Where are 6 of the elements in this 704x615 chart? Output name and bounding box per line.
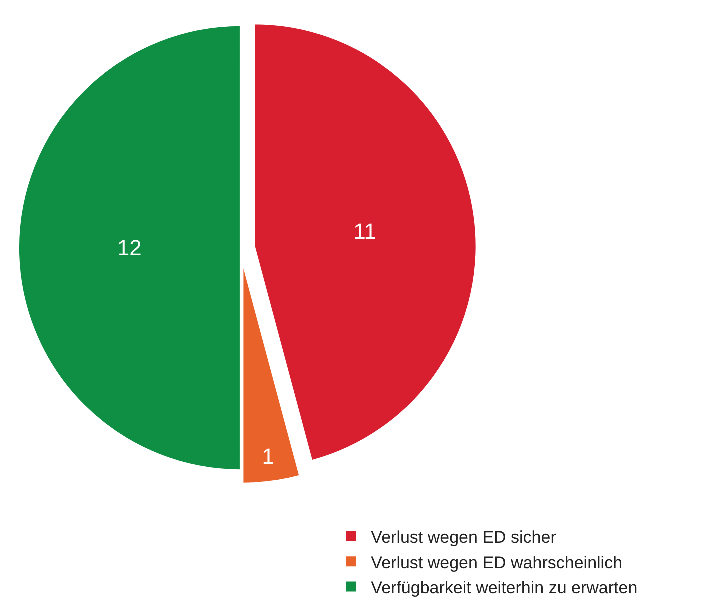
legend-label: Verlust wegen ED sicher	[371, 528, 557, 548]
legend-label: Verfügbarkeit weiterhin zu erwarten	[371, 578, 638, 598]
legend-label: Verlust wegen ED wahrscheinlich	[371, 553, 623, 572]
data-label: 12	[117, 236, 142, 260]
data-label: 11	[354, 219, 376, 244]
data-label: 1	[262, 444, 275, 469]
